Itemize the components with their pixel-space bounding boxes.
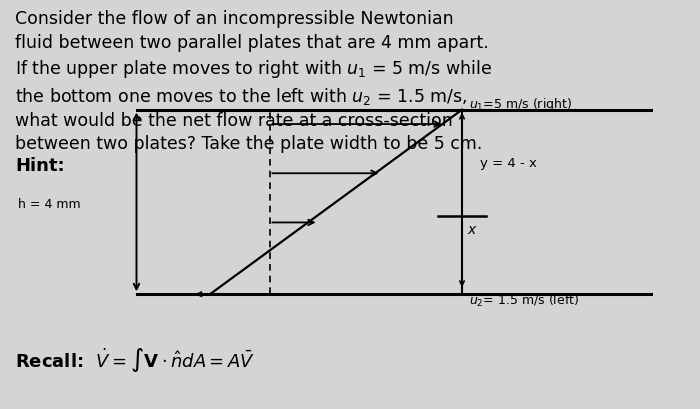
Text: Recall:  $\dot{V} = \int \mathbf{V} \cdot \hat{n}dA = A\bar{V}$: Recall: $\dot{V} = \int \mathbf{V} \cdot… (15, 346, 255, 374)
Text: h = 4 mm: h = 4 mm (18, 198, 80, 211)
Text: Hint:: Hint: (15, 157, 65, 175)
Text: $u_1$=5 m/s (right): $u_1$=5 m/s (right) (469, 96, 572, 113)
Text: x: x (467, 222, 475, 236)
Text: Consider the flow of an incompressible Newtonian
fluid between two parallel plat: Consider the flow of an incompressible N… (15, 10, 493, 153)
Text: $u_2$= 1.5 m/s (left): $u_2$= 1.5 m/s (left) (469, 292, 579, 309)
Text: y = 4 - x: y = 4 - x (480, 157, 536, 170)
